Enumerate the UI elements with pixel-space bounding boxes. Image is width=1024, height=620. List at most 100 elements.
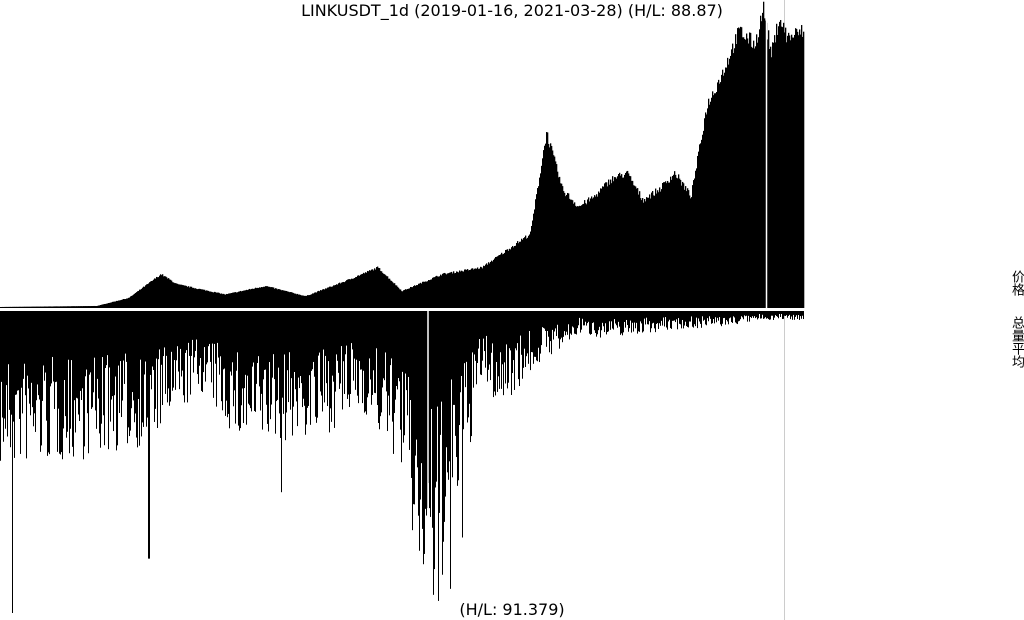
price-bar	[7, 306, 9, 308]
volume-bar	[641, 311, 642, 324]
price-bar	[770, 46, 772, 308]
volume-bar	[352, 311, 353, 350]
price-bar	[442, 273, 444, 308]
volume-bar	[562, 311, 563, 343]
price-bar	[175, 283, 177, 308]
volume-bar	[15, 311, 16, 395]
volume-bar	[793, 311, 794, 315]
price-bar	[485, 264, 487, 308]
price-bar	[295, 293, 297, 308]
volume-bar	[666, 311, 667, 328]
volume-bar	[501, 311, 502, 389]
volume-bar	[635, 311, 636, 329]
price-bar	[299, 294, 301, 308]
volume-bar	[664, 311, 665, 327]
price-bar	[222, 294, 224, 308]
volume-bar	[595, 311, 596, 333]
volume-bar	[401, 311, 402, 463]
price-bar	[799, 29, 801, 308]
volume-bar	[479, 311, 480, 340]
volume-bar	[684, 311, 685, 326]
price-bar	[241, 291, 243, 308]
volume-bar	[82, 311, 83, 389]
price-bar	[607, 186, 609, 308]
price-bar	[529, 234, 531, 308]
volume-bar	[493, 311, 494, 398]
volume-bar	[2, 311, 3, 418]
volume-bar	[323, 311, 324, 350]
volume-bar	[789, 311, 790, 315]
volume-bar	[631, 311, 632, 333]
volume-bar	[393, 311, 394, 454]
price-bar	[2, 306, 4, 308]
price-bar	[586, 204, 588, 308]
volume-bar	[358, 311, 359, 404]
volume-bar	[462, 311, 463, 538]
price-bar	[269, 286, 271, 308]
price-bar	[200, 289, 202, 308]
volume-bar	[736, 311, 737, 324]
price-bar	[221, 293, 223, 308]
price-bar	[441, 275, 443, 308]
price-bar	[151, 281, 153, 308]
volume-bar	[551, 311, 552, 355]
volume-bar	[334, 311, 335, 428]
price-bar	[352, 278, 354, 308]
volume-bar	[614, 311, 615, 320]
volume-bar	[528, 311, 529, 364]
price-bar	[155, 278, 157, 308]
volume-bar	[450, 311, 451, 589]
price-bar	[772, 42, 774, 309]
price-bar	[412, 287, 414, 308]
price-bar	[642, 198, 644, 308]
volume-bar	[46, 311, 47, 421]
volume-bar	[437, 311, 438, 407]
price-bar	[220, 293, 222, 308]
volume-bar	[38, 311, 39, 396]
volume-bar	[491, 311, 492, 353]
price-bar	[610, 179, 612, 308]
volume-bar	[766, 311, 767, 319]
price-bar	[69, 306, 71, 308]
volume-bar	[648, 311, 649, 325]
volume-bar	[85, 311, 86, 377]
price-bar	[567, 192, 569, 308]
volume-bar	[122, 311, 123, 401]
volume-bar	[798, 311, 799, 315]
volume-bar	[572, 311, 573, 327]
price-bar	[404, 289, 406, 308]
price-bar	[691, 197, 693, 308]
volume-bar	[611, 311, 612, 322]
price-bar	[706, 114, 708, 308]
price-bar	[258, 287, 260, 308]
volume-bar	[471, 311, 472, 437]
volume-bar	[379, 311, 380, 430]
volume-bar	[443, 311, 444, 542]
price-bar	[305, 295, 307, 308]
price-bar	[509, 248, 511, 308]
price-bar	[11, 306, 13, 308]
price-bar	[403, 290, 405, 308]
volume-bar	[732, 311, 733, 323]
volume-bar	[12, 311, 13, 613]
price-bar	[391, 280, 393, 308]
volume-bar	[181, 311, 182, 377]
volume-bar	[424, 311, 425, 554]
price-bar	[618, 174, 620, 308]
price-bar	[310, 294, 312, 308]
volume-bar	[610, 311, 611, 330]
price-bar	[171, 280, 173, 308]
price-bar	[253, 288, 255, 308]
volume-bar	[117, 311, 118, 446]
price-bar	[249, 288, 251, 308]
price-bar	[779, 21, 781, 309]
price-bar	[472, 268, 474, 308]
price-bar	[537, 188, 539, 308]
volume-bar	[187, 311, 188, 403]
price-bar	[704, 118, 706, 308]
volume-bar	[207, 311, 208, 363]
volume-bar	[629, 311, 630, 329]
volume-bar	[226, 311, 227, 401]
price-bar	[238, 291, 240, 308]
price-bar	[651, 192, 653, 308]
